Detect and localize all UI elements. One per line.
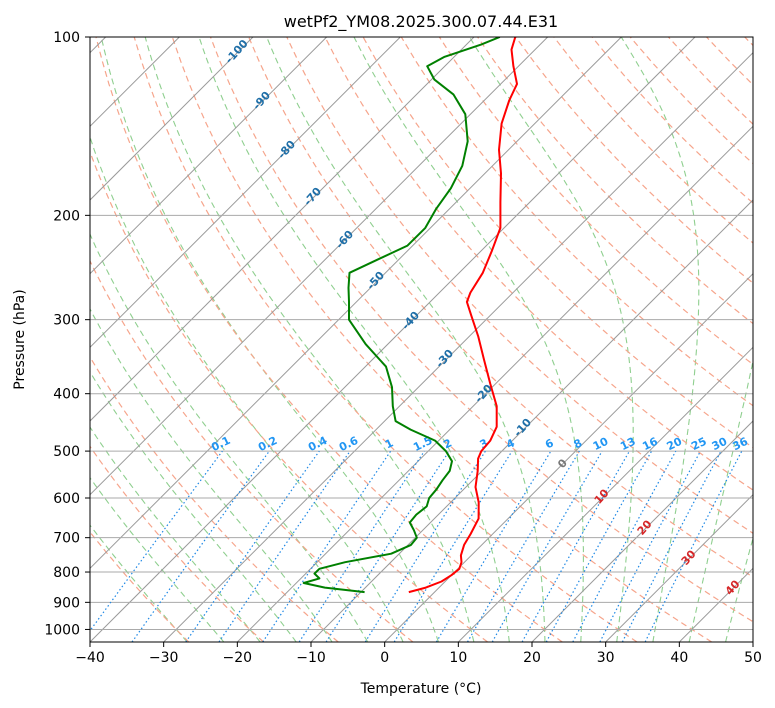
dry-adiabat-line <box>171 37 713 642</box>
moist-adiabat-line <box>266 37 546 642</box>
mixing-ratio-line <box>185 450 320 642</box>
moist-adiabat-line <box>353 37 584 642</box>
x-tick-label: 30 <box>597 650 615 666</box>
x-tick-label: 10 <box>449 650 467 666</box>
profile-series <box>302 37 518 594</box>
dewpoint-profile-line <box>302 37 501 594</box>
y-tick-label: 800 <box>53 565 80 581</box>
mixing-ratio-line <box>298 450 425 642</box>
isotherm-line <box>531 420 753 642</box>
moist-adiabat-line <box>90 307 333 642</box>
y-tick-label: 200 <box>53 208 80 224</box>
moist-adiabat-line <box>90 135 404 642</box>
moist-adiabat-line <box>725 536 753 642</box>
moist-adiabat-line <box>90 232 369 642</box>
x-tick-label: 40 <box>670 650 688 666</box>
moist-adiabat-line <box>144 37 475 642</box>
mixing-ratio-line <box>393 450 513 642</box>
x-tick-label: 0 <box>380 650 389 666</box>
dry-adiabat-line <box>90 259 414 642</box>
dry-adiabat-line <box>133 37 638 642</box>
isotherm-line <box>384 272 753 642</box>
dry-adiabat-line <box>95 37 563 642</box>
y-tick-label: 1000 <box>44 622 80 638</box>
mixing-ratio-line <box>572 450 677 642</box>
dry-adiabat-line <box>90 355 339 642</box>
x-tick-label: −40 <box>75 650 105 666</box>
moist-adiabat-line <box>198 37 510 642</box>
y-axis-title: Pressure (hPa) <box>12 289 28 389</box>
x-tick-label: −10 <box>296 650 326 666</box>
y-tick-label: 700 <box>53 531 80 547</box>
mixing-ratio-line <box>644 450 743 642</box>
mixing-ratio-lines <box>90 450 743 642</box>
x-axis: −40 −30 −20 −10 0 10 20 30 40 50 <box>75 642 762 666</box>
mixing-ratio-label: 36 <box>731 435 751 454</box>
moist-adiabat-line <box>90 476 225 642</box>
x-tick-label: −30 <box>149 650 179 666</box>
plot-frame <box>89 36 754 643</box>
mixing-ratio-line <box>521 450 631 642</box>
y-tick-label: 500 <box>53 444 80 460</box>
mixing-ratio-label: 30 <box>710 435 730 454</box>
isotherm-line <box>90 37 475 422</box>
mixing-ratio-line <box>131 450 270 642</box>
moist-adiabat-line <box>688 358 753 642</box>
mixing-ratio-label: 16 <box>640 435 660 454</box>
dry-adiabat-line <box>324 37 753 491</box>
isotherm-line <box>90 37 328 275</box>
isotherms <box>90 37 753 642</box>
mixing-ratio-label: 13 <box>618 435 637 453</box>
mixing-ratio-line <box>90 450 223 632</box>
dry-adiabat-line <box>248 37 753 578</box>
isotherm-line <box>90 37 254 201</box>
dry-adiabats <box>90 37 753 642</box>
isobars <box>90 37 753 630</box>
moist-adiabat-line <box>90 524 188 642</box>
isotherm-line <box>163 51 753 642</box>
isotherm-line <box>457 346 753 642</box>
mixing-ratio-line <box>262 450 392 642</box>
dry-adiabat-line <box>209 37 753 623</box>
x-axis-title: Temperature (°C) <box>360 681 482 697</box>
x-tick-label: 50 <box>744 650 762 666</box>
y-axis: 100 200 300 400 500 600 700 800 900 1000 <box>44 30 90 638</box>
mixing-ratio-line <box>218 450 351 642</box>
isotherm-line <box>90 37 696 642</box>
temperature-profile-line <box>408 37 518 594</box>
moist-adiabat-line <box>100 37 440 642</box>
y-tick-label: 300 <box>53 313 80 329</box>
chart-title: wetPf2_YM08.2025.300.07.44.E31 <box>284 12 558 32</box>
x-tick-label: 20 <box>523 650 541 666</box>
isotherm-line <box>90 37 401 349</box>
y-tick-label: 100 <box>53 30 80 46</box>
mixing-ratio-label: 20 <box>665 435 685 454</box>
isotherm-line <box>310 199 753 642</box>
x-tick-label: −20 <box>223 650 253 666</box>
isotherm-line <box>90 37 622 570</box>
moist-adiabats <box>90 37 753 642</box>
moist-adiabat-line <box>90 426 261 642</box>
mixing-ratio-line <box>545 450 653 642</box>
mixing-ratio-label: 25 <box>689 435 708 453</box>
moist-adiabat-line <box>90 370 297 642</box>
y-tick-label: 600 <box>53 491 80 507</box>
isotherm-line <box>605 493 753 642</box>
mixing-ratio-line <box>325 450 450 642</box>
dry-adiabat-line <box>286 37 753 534</box>
y-tick-label: 900 <box>53 595 80 611</box>
moist-adiabat-line <box>620 37 700 642</box>
isotherm-line <box>236 125 753 642</box>
mixing-ratio-label: 10 <box>591 435 611 454</box>
y-tick-label: 400 <box>53 387 80 403</box>
isotherm-line <box>90 37 549 496</box>
dry-adiabat-line <box>515 37 753 284</box>
dry-adiabat-line <box>90 445 264 642</box>
